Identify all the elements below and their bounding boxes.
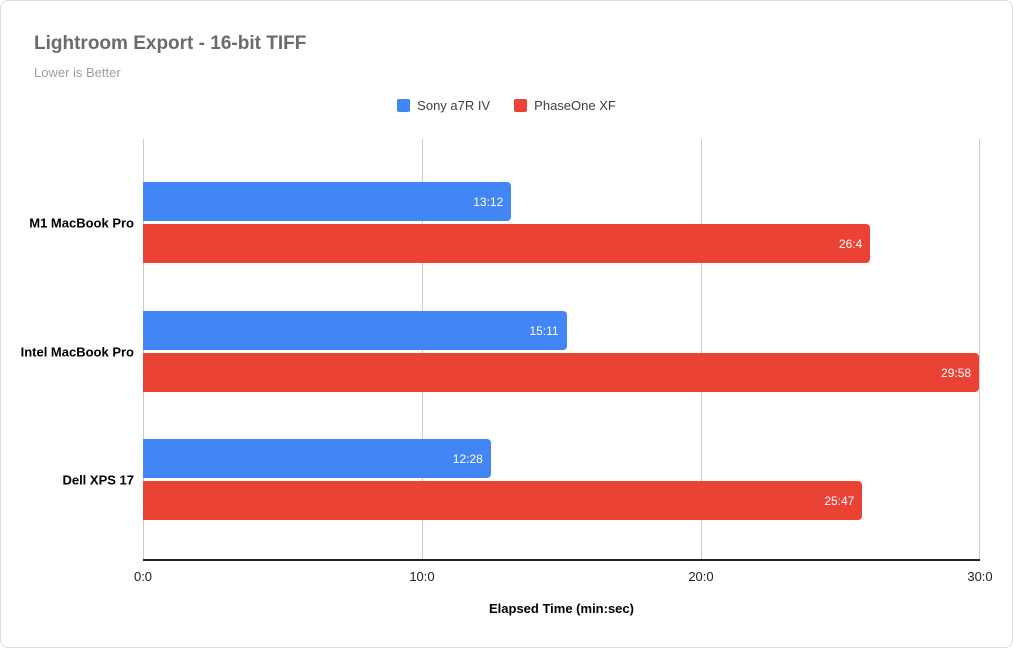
x-axis-ticks: 0:0 10:0 20:0 30:0	[134, 569, 993, 585]
bar-value-label: 29:58	[941, 365, 972, 380]
bar-series-0-1[interactable]: 15:11	[143, 311, 567, 350]
legend: Sony a7R IV PhaseOne XF	[1, 97, 1012, 113]
bar-value-label: 26:4	[838, 236, 863, 251]
chart-subtitle: Lower is Better	[34, 65, 121, 80]
x-tick-label: 20:0	[688, 569, 714, 584]
legend-label: PhaseOne XF	[534, 97, 616, 113]
x-tick-label: 10:0	[409, 569, 435, 584]
bar-group: M1 MacBook Pro 13:12 26:4	[29, 182, 980, 263]
category-label: M1 MacBook Pro	[29, 215, 134, 230]
legend-item-0[interactable]: Sony a7R IV	[397, 98, 490, 113]
legend-swatch-icon	[397, 98, 411, 112]
bar-group: Dell XPS 17 12:28 25:47	[62, 439, 980, 520]
legend-label: Sony a7R IV	[417, 97, 491, 113]
x-axis-title: Elapsed Time (min:sec)	[489, 601, 634, 616]
plot-area: M1 MacBook Pro 13:12 26:4 Intel MacBook Pro…	[21, 139, 980, 561]
x-tick-label: 30:0	[967, 569, 993, 584]
legend-item-1[interactable]: PhaseOne XF	[514, 98, 616, 113]
x-tick-label: 0:0	[133, 569, 153, 584]
gridline	[700, 139, 702, 559]
bar-series-0-2[interactable]: 12:28	[143, 439, 491, 478]
gridline	[979, 139, 980, 559]
bar-value-label: 25:47	[824, 493, 855, 508]
category-label: Dell XPS 17	[62, 472, 134, 487]
legend-swatch-icon	[514, 98, 528, 112]
bar-series-1-0[interactable]: 26:4	[143, 224, 871, 263]
bar-series-0-0[interactable]: 13:12	[143, 182, 512, 221]
bar-value-label: 12:28	[452, 451, 483, 466]
bar-series-1-2[interactable]: 25:47	[143, 481, 863, 520]
bar-series-1-1[interactable]: 29:58	[143, 353, 980, 392]
category-label: Intel MacBook Pro	[20, 344, 134, 359]
bar-value-label: 15:11	[529, 323, 559, 338]
bar-group: Intel MacBook Pro 15:11 29:58	[21, 311, 980, 392]
chart-title: Lightroom Export - 16-bit TIFF	[34, 33, 307, 54]
bar-value-label: 13:12	[473, 194, 504, 209]
